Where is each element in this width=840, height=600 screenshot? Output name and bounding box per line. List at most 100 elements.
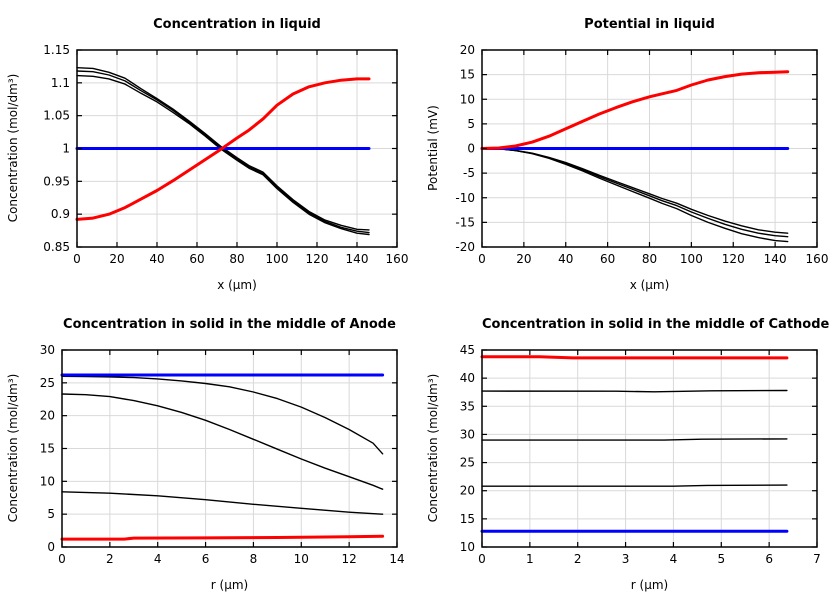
series-lines [480,70,790,243]
y-axis-label-text: Concentration (mol/dm³) [6,73,20,223]
y-tick-label: 0 [47,540,55,554]
y-tick-label: 1.05 [43,109,70,123]
x-tick-label: 20 [516,252,531,266]
x-tick-label: 3 [622,552,630,566]
tick-marks [76,49,398,248]
x-tick-label: 0 [58,552,66,566]
series-red-line [480,355,789,360]
y-tick-label: 35 [460,399,475,413]
x-tick-label: 1 [526,552,534,566]
subplot-concentration-solid-cathode: 0 1 2 3 4 5 6 7 10 15 20 25 30 35 40 45 Concentration i… [420,300,840,600]
tick-labels: 0 2 4 6 8 10 12 14 0 5 10 15 20 25 30 [40,343,405,566]
subplot-potential-in-liquid: 0 20 40 60 80 100 120 140 160 -20 -15 -10 -5 0 5 10 15 20… [420,0,840,300]
series-black-line-3 [76,74,370,236]
y-tick-label: -20 [455,240,475,254]
chart-title: Potential in liquid [584,17,715,32]
series-black-line-2 [76,70,370,234]
concentration-solid-anode-canvas: 0 2 4 6 8 10 12 14 0 5 10 15 20 25 30 [40,343,405,566]
y-tick-label: 20 [40,409,55,423]
x-axis-label: r (μm) [210,578,249,592]
y-tick-label: 0.85 [43,240,70,254]
y-tick-label: 5 [467,117,475,131]
y-tick-label: 1 [62,142,70,156]
axis-box [481,349,818,548]
potential-in-liquid-canvas: 0 20 40 60 80 100 120 140 160 -20 -15 -10 -5 0 5 10 15 20 [455,43,828,266]
y-tick-label: 10 [460,92,475,106]
x-tick-label: 160 [806,252,829,266]
x-tick-label: 60 [189,252,204,266]
x-tick-label: 20 [109,252,124,266]
chart-title: Concentration in solid in the middle of … [63,317,396,332]
x-tick-label: 100 [680,252,703,266]
y-tick-label: 10 [40,474,55,488]
x-tick-label: 40 [149,252,164,266]
chart-title: Concentration in solid in the middle of … [482,317,830,332]
series-black-line-3 [61,491,384,515]
series-black-line-2 [481,438,788,441]
y-tick-label: 20 [460,43,475,57]
x-tick-label: 2 [574,552,582,566]
y-tick-label: 15 [40,442,55,456]
x-axis-label: r (μm) [630,578,669,592]
x-tick-label: 80 [229,252,244,266]
y-tick-label: -5 [463,166,475,180]
y-axis-label-text: Concentration (mol/dm³) [6,373,20,523]
tick-marks [481,49,818,248]
series-red-line [75,77,371,221]
x-tick-label: 140 [346,252,369,266]
series-black-line-2 [61,393,384,490]
x-tick-label: 7 [813,552,821,566]
series-red-line [480,70,790,150]
x-tick-label: 4 [670,552,678,566]
x-tick-label: 8 [250,552,258,566]
x-tick-label: 140 [764,252,787,266]
y-tick-label: 25 [460,456,475,470]
subplot-concentration-solid-anode: 0 2 4 6 8 10 12 14 0 5 10 15 20 25 30 Concentration in… [0,300,420,600]
x-tick-label: 60 [600,252,615,266]
x-tick-label: 160 [386,252,409,266]
series-black-line-1 [76,66,370,231]
x-tick-label: 12 [342,552,357,566]
y-axis-label-text: Potential (mV) [426,105,440,191]
y-tick-label: 0.95 [43,174,70,188]
y-tick-label: 1.1 [51,76,70,90]
x-tick-label: 14 [389,552,404,566]
series-lines [60,373,385,541]
x-tick-label: 10 [294,552,309,566]
x-tick-label: 120 [306,252,329,266]
concentration-in-liquid-canvas: 0 20 40 60 80 100 120 140 160 0.85 0.9 0.95 1 1.05 1.1… [43,43,408,266]
y-tick-label: 45 [460,343,475,357]
y-tick-label: 15 [460,512,475,526]
x-tick-label: 0 [478,252,486,266]
y-tick-label: 30 [40,343,55,357]
series-black-line-1 [61,375,384,455]
x-tick-label: 100 [266,252,289,266]
x-tick-label: 2 [106,552,114,566]
tick-labels: 0 20 40 60 80 100 120 140 160 0.85 0.9 0.95 1 1.05 1.1… [43,43,408,266]
y-tick-label: -15 [455,215,475,229]
x-tick-label: 0 [73,252,81,266]
series-black-line-3 [481,484,788,487]
y-tick-label: 10 [460,540,475,554]
x-tick-label: 0 [478,552,486,566]
x-axis-label: x (μm) [629,278,670,292]
x-tick-label: 40 [558,252,573,266]
grid-lines [62,350,397,547]
grid-lines [482,350,817,547]
tick-labels: 0 20 40 60 80 100 120 140 160 -20 -15 -10 -5 0 5 10 15 20 [455,43,828,266]
x-tick-label: 4 [154,552,162,566]
series-red-line [60,534,385,541]
chart-title: Concentration in liquid [153,17,321,32]
x-tick-label: 80 [642,252,657,266]
x-tick-label: 6 [202,552,210,566]
y-tick-label: 1.15 [43,43,70,57]
x-tick-label: 120 [722,252,745,266]
y-axis-label-text: Concentration (mol/dm³) [426,373,440,523]
y-tick-label: 25 [40,376,55,390]
y-tick-label: 40 [460,371,475,385]
x-axis-label: x (μm) [217,278,257,292]
y-tick-label: -10 [455,191,475,205]
y-tick-label: 0.9 [51,207,70,221]
